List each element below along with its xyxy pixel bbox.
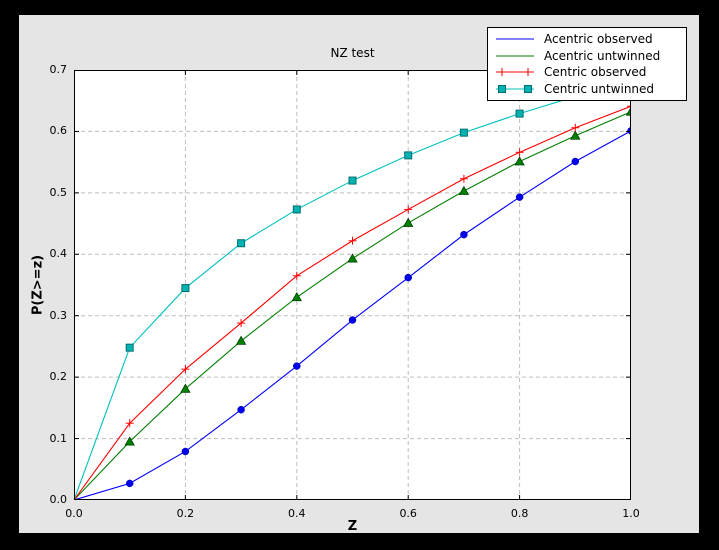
chart-canvas — [74, 70, 631, 500]
y-tick-label: 0.7 — [49, 63, 68, 76]
x-tick-label: 0.4 — [288, 507, 306, 520]
y-tick-label: 0.6 — [49, 124, 68, 138]
legend-item-centric-untwinned: Centric untwinned — [494, 81, 680, 97]
x-tick-label: 0.2 — [176, 507, 195, 520]
y-tick-label: 0.3 — [49, 308, 68, 322]
y-axis-label: P(Z>=z) — [30, 254, 46, 316]
legend-box: Acentric observed Acentric untwinned Cen… — [487, 27, 687, 101]
x-tick-label: 0.6 — [399, 507, 417, 520]
legend-line-sample — [496, 38, 534, 40]
legend-label: Acentric observed — [544, 32, 653, 47]
x-tick-label: 0.8 — [510, 507, 529, 520]
legend-item-centric-observed: Centric observed — [494, 64, 680, 80]
legend-label: Centric untwinned — [544, 81, 655, 96]
x-axis-label: Z — [347, 519, 358, 534]
legend-item-acentric-untwinned: Acentric untwinned — [494, 48, 680, 64]
y-tick-label: 0.5 — [49, 185, 68, 199]
y-tick-label: 0.4 — [49, 247, 68, 261]
x-tick-label: 0.0 — [65, 507, 83, 520]
y-tick-label: 0.2 — [49, 370, 68, 384]
y-tick-label: 0.1 — [49, 431, 68, 445]
chart-title: NZ test — [330, 46, 375, 60]
legend-label: Centric observed — [544, 65, 647, 80]
legend-line-sample — [496, 68, 534, 77]
plot-area — [74, 70, 631, 500]
figure-canvas: NZ test Z P(Z>=z) Acentric observed Acen… — [19, 15, 699, 534]
legend-label: Acentric untwinned — [544, 48, 661, 63]
legend-line-sample — [496, 84, 534, 93]
legend-item-acentric-observed: Acentric observed — [494, 31, 680, 47]
y-tick-label: 0.0 — [49, 493, 68, 506]
x-tick-label: 1.0 — [622, 507, 640, 520]
legend-line-sample — [496, 55, 534, 57]
